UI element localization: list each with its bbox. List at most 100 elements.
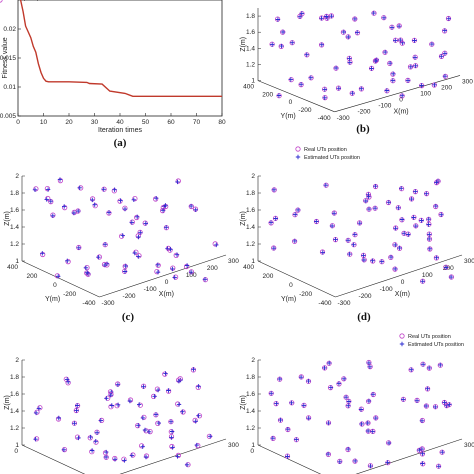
estimated-ut-marker xyxy=(106,210,112,215)
y-tick-label: 0.005 xyxy=(0,113,16,120)
z-tick-label: 1 xyxy=(251,442,255,449)
estimated-ut-marker xyxy=(193,207,198,212)
estimated-ut-marker xyxy=(85,270,90,275)
estimated-ut-marker xyxy=(155,270,161,275)
estimated-ut-marker xyxy=(390,78,395,83)
estimated-ut-marker xyxy=(108,393,113,398)
estimated-ut-marker xyxy=(76,435,81,441)
z-tick-label: 1.6 xyxy=(10,391,19,398)
estimated-ut-marker xyxy=(352,232,357,237)
x-tick-label: 200 xyxy=(207,265,218,272)
z-tick-label: 1.6 xyxy=(10,207,19,214)
legend-estimated-label: Estimated UTs position xyxy=(304,155,360,161)
estimated-ut-marker xyxy=(424,191,429,196)
legend-real-label: Real UTs position xyxy=(0,0,43,2)
x-tick-label: 300 xyxy=(462,78,473,85)
estimated-ut-marker xyxy=(423,403,429,409)
estimated-ut-marker xyxy=(98,418,103,423)
estimated-ut-marker xyxy=(293,212,298,217)
estimated-ut-marker xyxy=(439,54,444,59)
x-axis-label: X(m) xyxy=(395,291,410,298)
estimated-ut-marker xyxy=(368,463,373,469)
y-tick-label: -200 xyxy=(299,291,312,298)
estimated-ut-marker xyxy=(156,420,161,426)
estimated-ut-marker xyxy=(425,386,430,391)
x-tick-label: -300 xyxy=(337,115,350,122)
estimated-ut-marker xyxy=(176,379,182,384)
x-tick-label: 0 xyxy=(401,279,405,286)
real-ut-marker xyxy=(173,252,179,258)
estimated-ut-marker xyxy=(285,454,290,459)
estimated-ut-marker xyxy=(154,196,159,201)
y-axis-label: Y(m) xyxy=(45,296,60,303)
estimated-ut-marker xyxy=(143,221,148,226)
real-ut-marker xyxy=(132,196,138,202)
estimated-ut-marker xyxy=(112,187,117,192)
estimated-ut-marker xyxy=(278,417,283,423)
panel-label: (b) xyxy=(356,123,370,135)
x-tick-label: 70 xyxy=(193,119,201,126)
estimated-ut-marker xyxy=(138,230,143,235)
estimated-ut-marker xyxy=(399,186,404,191)
legend-estimated-marker xyxy=(399,341,405,347)
z-tick-label: 1 xyxy=(15,442,19,449)
estimated-ut-marker xyxy=(122,206,128,212)
z-tick-label: 1.2 xyxy=(10,241,19,248)
x-tick-label: 300 xyxy=(228,258,239,265)
estimated-ut-marker xyxy=(188,270,194,275)
estimated-ut-marker xyxy=(164,225,169,230)
estimated-ut-marker xyxy=(419,446,425,452)
estimated-ut-marker xyxy=(141,384,146,389)
estimated-ut-marker xyxy=(89,448,95,453)
estimated-ut-marker xyxy=(326,420,331,426)
y-tick-label: 400 xyxy=(243,84,254,91)
estimated-ut-marker xyxy=(299,11,304,16)
estimated-ut-marker xyxy=(191,367,196,372)
estimated-ut-marker xyxy=(57,177,63,182)
estimated-ut-marker xyxy=(76,245,81,250)
estimated-ut-marker xyxy=(440,450,445,455)
y-tick-label: 400 xyxy=(7,264,18,271)
x-tick-label: 300 xyxy=(464,442,474,449)
x-axis-line xyxy=(334,75,461,113)
legend-real-marker xyxy=(399,333,405,339)
estimated-ut-marker xyxy=(329,223,335,229)
real-ut-marker xyxy=(37,405,43,411)
x-tick-label: 300 xyxy=(464,258,474,265)
estimated-ut-marker xyxy=(140,415,146,421)
real-ut-marker xyxy=(175,452,181,458)
estimated-ut-marker xyxy=(369,66,374,71)
estimated-ut-marker xyxy=(298,375,304,380)
x-tick-label: -300 xyxy=(101,300,114,307)
panel-label: (c) xyxy=(122,311,135,323)
real-ut-marker xyxy=(154,268,160,275)
estimated-ut-marker xyxy=(74,408,79,413)
estimated-ut-marker xyxy=(112,457,118,462)
estimated-ut-marker xyxy=(336,86,341,91)
estimated-ut-marker xyxy=(288,77,293,82)
estimated-ut-marker xyxy=(301,403,306,408)
estimated-ut-marker xyxy=(132,250,137,256)
estimated-ut-marker xyxy=(370,392,376,397)
estimated-ut-marker xyxy=(83,265,89,270)
estimated-ut-marker xyxy=(104,396,109,401)
estimated-ut-marker xyxy=(370,258,375,263)
estimated-ut-marker xyxy=(56,415,61,421)
estimated-ut-marker xyxy=(196,413,201,418)
x-axis-label: X(m) xyxy=(393,108,408,115)
estimated-ut-marker xyxy=(320,250,325,255)
real-ut-marker xyxy=(195,442,201,449)
estimated-ut-marker xyxy=(419,418,425,423)
y-tick-label: 0 xyxy=(289,282,293,289)
y-tick-label: 0.02 xyxy=(3,26,16,33)
estimated-ut-marker xyxy=(32,187,38,192)
y-tick-label: 0.01 xyxy=(3,84,16,91)
real-ut-marker xyxy=(114,403,120,409)
estimated-ut-marker xyxy=(427,246,432,251)
estimated-ut-marker xyxy=(325,451,331,457)
estimated-ut-marker xyxy=(400,93,405,98)
estimated-ut-marker xyxy=(270,436,275,441)
estimated-ut-marker xyxy=(446,16,451,21)
z-tick-label: 1.2 xyxy=(246,425,255,432)
x-tick-label: -200 xyxy=(358,109,371,116)
